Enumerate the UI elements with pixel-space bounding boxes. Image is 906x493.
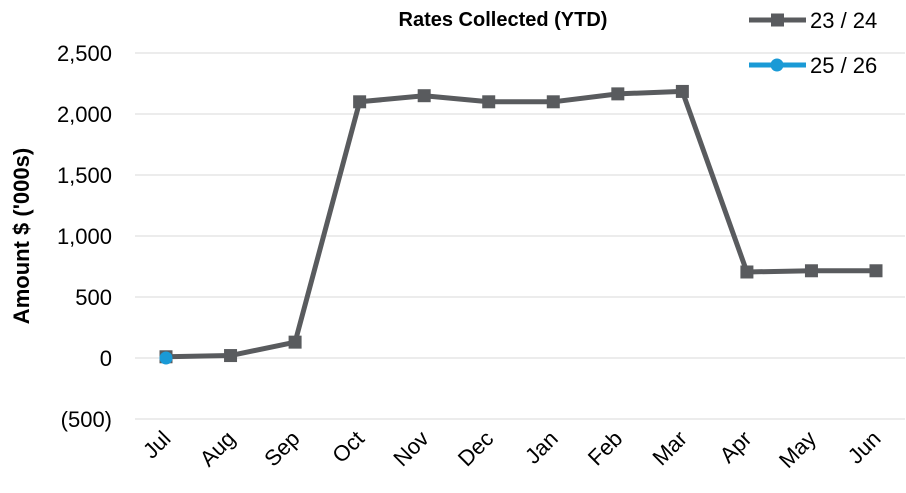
y-axis-label: Amount $ ('000s) [9,148,34,324]
data-point [482,95,496,109]
legend-label: 25 / 26 [810,53,877,78]
series-line [165,88,876,360]
y-tick-label: 2,000 [57,102,112,127]
data-point [546,95,560,109]
x-tick-label: Mar [647,426,691,470]
x-tick-label: Jun [843,426,886,469]
gridlines [135,52,905,420]
series-1 [159,84,883,364]
legend: 23 / 24 25 / 26 [749,8,877,78]
legend-label: 23 / 24 [810,8,877,33]
series-2 [159,351,173,365]
y-axis-ticks: (500) 0 500 1,000 1,500 2,000 2,500 [57,41,112,432]
data-point [288,335,302,349]
data-point [611,87,625,101]
data-point [353,95,367,109]
y-tick-label: 2,500 [57,41,112,66]
data-point [675,84,689,98]
x-tick-label: Sep [259,426,304,471]
x-tick-label: Feb [583,426,627,470]
data-point [417,89,431,103]
series-lines [159,84,883,365]
legend-marker [770,58,784,72]
x-tick-label: Apr [715,426,757,468]
x-tick-label: Nov [388,426,433,471]
data-point [159,351,173,365]
legend-item: 23 / 24 [749,8,877,33]
chart-title: Rates Collected (YTD) [399,9,608,31]
x-tick-label: Oct [327,426,369,468]
data-point [804,264,818,278]
x-tick-label: Dec [453,426,498,471]
y-tick-label: (500) [61,407,112,432]
y-tick-label: 0 [100,346,112,371]
data-point [224,349,238,363]
data-point [740,265,754,279]
legend-item: 25 / 26 [749,53,877,78]
x-tick-label: Aug [195,426,240,471]
y-tick-label: 500 [75,285,112,310]
y-tick-label: 1,500 [57,163,112,188]
y-tick-label: 1,000 [57,224,112,249]
x-tick-label: Jan [520,426,563,469]
x-axis-ticks: Jul Aug Sep Oct Nov Dec Jan Feb Mar Apr May Jun [138,426,886,473]
data-point [869,264,883,278]
legend-marker [771,13,784,27]
x-tick-label: May [774,426,821,473]
x-tick-label: Jul [138,426,176,464]
